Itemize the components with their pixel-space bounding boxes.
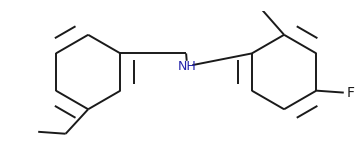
Text: F: F <box>347 86 355 100</box>
Text: NH: NH <box>178 60 197 73</box>
